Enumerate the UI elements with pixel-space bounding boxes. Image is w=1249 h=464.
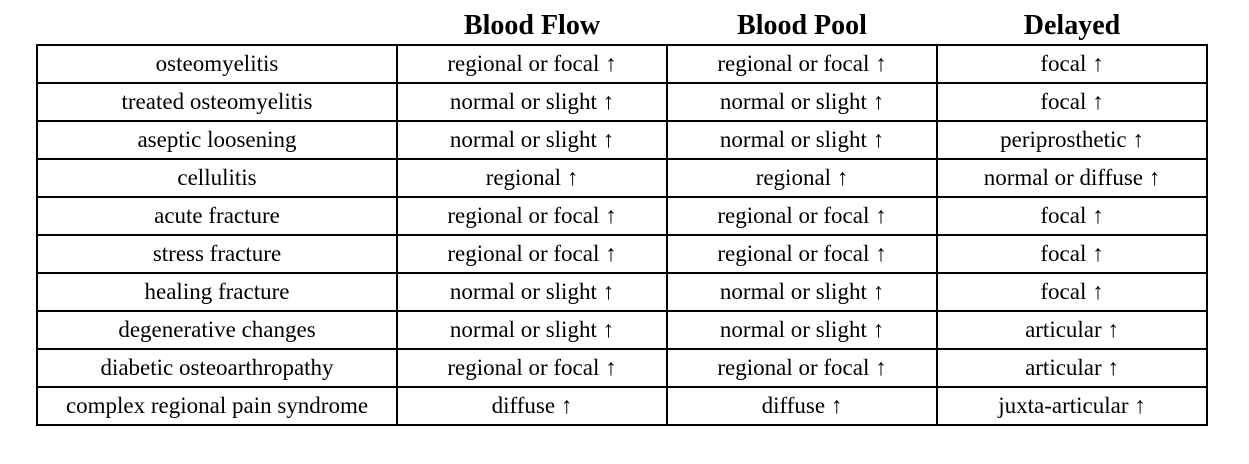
blood-pool-cell: normal or slight ↑	[666, 120, 938, 160]
blood-pool-cell: regional or focal ↑	[666, 196, 938, 236]
blood-flow-cell: normal or slight ↑	[396, 310, 668, 350]
blood-pool-cell: normal or slight ↑	[666, 310, 938, 350]
delayed-cell: focal ↑	[936, 196, 1208, 236]
table-row: osteomyelitis regional or focal ↑ region…	[36, 44, 1208, 84]
delayed-cell: focal ↑	[936, 234, 1208, 274]
blood-pool-cell: regional or focal ↑	[666, 348, 938, 388]
blood-flow-cell: regional or focal ↑	[396, 196, 668, 236]
delayed-cell: juxta-articular ↑	[936, 386, 1208, 426]
table-row: degenerative changes normal or slight ↑ …	[36, 310, 1208, 350]
condition-cell: cellulitis	[36, 158, 398, 198]
header-blood-pool: Blood Pool	[737, 10, 867, 41]
condition-cell: osteomyelitis	[36, 44, 398, 84]
blood-pool-cell: regional or focal ↑	[666, 234, 938, 274]
table-row: stress fracture regional or focal ↑ regi…	[36, 234, 1208, 274]
blood-flow-cell: normal or slight ↑	[396, 82, 668, 122]
delayed-cell: periprosthetic ↑	[936, 120, 1208, 160]
table-row: healing fracture normal or slight ↑ norm…	[36, 272, 1208, 312]
condition-cell: degenerative changes	[36, 310, 398, 350]
blood-flow-cell: regional or focal ↑	[396, 234, 668, 274]
table-row: acute fracture regional or focal ↑ regio…	[36, 196, 1208, 236]
condition-cell: aseptic loosening	[36, 120, 398, 160]
blood-flow-cell: normal or slight ↑	[396, 120, 668, 160]
condition-cell: healing fracture	[36, 272, 398, 312]
blood-pool-cell: normal or slight ↑	[666, 82, 938, 122]
condition-cell: stress fracture	[36, 234, 398, 274]
table-row: diabetic osteoarthropathy regional or fo…	[36, 348, 1208, 388]
header-row: Blood Flow Blood Pool Delayed	[37, 8, 1207, 45]
blood-flow-cell: normal or slight ↑	[396, 272, 668, 312]
blood-flow-cell: diffuse ↑	[396, 386, 668, 426]
blood-flow-cell: regional or focal ↑	[396, 44, 668, 84]
table-row: complex regional pain syndrome diffuse ↑…	[36, 386, 1208, 426]
blood-pool-cell: diffuse ↑	[666, 386, 938, 426]
table-row: treated osteomyelitis normal or slight ↑…	[36, 82, 1208, 122]
condition-cell: diabetic osteoarthropathy	[36, 348, 398, 388]
header-condition	[37, 8, 397, 45]
blood-pool-cell: regional or focal ↑	[666, 44, 938, 84]
condition-cell: acute fracture	[36, 196, 398, 236]
condition-cell: complex regional pain syndrome	[36, 386, 398, 426]
delayed-cell: normal or diffuse ↑	[936, 158, 1208, 198]
delayed-cell: focal ↑	[936, 82, 1208, 122]
header-blood-flow: Blood Flow	[463, 10, 601, 41]
delayed-cell: articular ↑	[936, 348, 1208, 388]
table-row: aseptic loosening normal or slight ↑ nor…	[36, 120, 1208, 160]
delayed-cell: articular ↑	[936, 310, 1208, 350]
bone-scan-pattern-table: Blood Flow Blood Pool Delayed osteomyeli…	[36, 8, 1208, 426]
blood-pool-cell: normal or slight ↑	[666, 272, 938, 312]
condition-cell: treated osteomyelitis	[36, 82, 398, 122]
blood-flow-cell: regional or focal ↑	[396, 348, 668, 388]
blood-flow-cell: regional ↑	[396, 158, 668, 198]
table-row: cellulitis regional ↑ regional ↑ normal …	[36, 158, 1208, 198]
delayed-cell: focal ↑	[936, 272, 1208, 312]
delayed-cell: focal ↑	[936, 44, 1208, 84]
blood-pool-cell: regional ↑	[666, 158, 938, 198]
header-delayed: Delayed	[1023, 10, 1121, 41]
